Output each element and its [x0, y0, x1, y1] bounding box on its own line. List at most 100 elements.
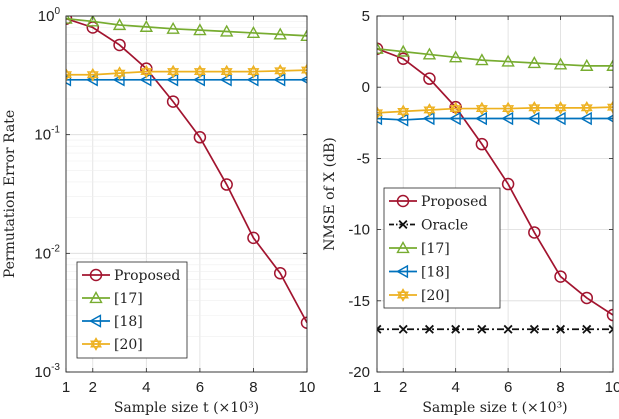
- data-point-marker: [273, 27, 287, 40]
- series-line-18: [377, 117, 613, 121]
- series-line-proposed: [377, 47, 613, 316]
- data-point-marker: [423, 72, 436, 85]
- data-point-marker: [140, 64, 153, 79]
- y-tick-label: 10-2: [34, 243, 60, 262]
- legend-label: Proposed: [114, 268, 180, 284]
- series-line-proposed: [66, 17, 307, 324]
- series-line-17: [66, 17, 307, 37]
- data-point-marker: [474, 111, 487, 126]
- series-line-20: [66, 69, 307, 76]
- data-point-marker: [553, 57, 568, 70]
- legend-marker: [396, 194, 410, 208]
- left-chart-panel: 1 2 4 6 8 10 100 10-1 10-2 10-3 Sample size t (×10…: [2, 6, 315, 416]
- data-point-marker: [396, 44, 410, 57]
- y-tick-label: -10: [348, 222, 370, 239]
- x-tick-label: 4: [142, 379, 150, 396]
- y-tick-label: 10-3: [34, 362, 60, 381]
- y-tick-label: 10-1: [34, 125, 60, 144]
- legend-marker: [89, 268, 103, 282]
- data-point-marker: [553, 111, 566, 126]
- data-point-marker: [556, 324, 566, 334]
- legend-label: [18]: [114, 314, 143, 330]
- data-point-marker: [398, 324, 408, 334]
- legend-marker: [396, 264, 409, 279]
- x-tick-label: 8: [556, 379, 564, 396]
- data-point-marker: [606, 308, 613, 322]
- data-point-marker: [139, 19, 154, 32]
- x-tick-label: 8: [249, 379, 257, 396]
- data-point-marker: [502, 101, 515, 116]
- legend-label: [17]: [114, 291, 143, 307]
- legend: Proposed Oracle [17] [18] [20]: [383, 187, 501, 309]
- data-point-marker: [66, 73, 72, 87]
- data-point-marker: [501, 177, 515, 191]
- data-point-marker: [166, 21, 180, 34]
- y-tick-label: 0: [362, 79, 370, 96]
- data-point-marker: [397, 104, 410, 119]
- y-tick-label: 100: [38, 6, 61, 25]
- data-point-marker: [300, 28, 307, 41]
- x-tick-label: 6: [504, 379, 512, 396]
- data-point-marker: [193, 23, 207, 36]
- data-point-marker: [112, 18, 127, 31]
- data-point-marker: [377, 324, 382, 334]
- y-tick-label: -5: [357, 150, 370, 167]
- data-point-marker: [554, 270, 567, 283]
- series-line-17: [377, 47, 613, 67]
- data-point-marker: [580, 58, 594, 71]
- x-tick-label: 2: [399, 379, 407, 396]
- legend-marker: [398, 220, 408, 229]
- data-point-marker: [449, 101, 462, 116]
- x-tick-label: 1: [62, 379, 70, 396]
- data-point-marker: [220, 178, 233, 191]
- data-point-marker: [475, 53, 489, 66]
- y-axis-label: NMSE of X (dB): [322, 137, 338, 251]
- data-point-marker: [246, 25, 261, 39]
- y-axis-label: Permutation Error Rate: [2, 110, 18, 278]
- data-point-marker: [377, 41, 384, 54]
- data-point-marker: [528, 100, 541, 115]
- data-point-marker: [475, 137, 489, 151]
- data-point-marker: [113, 38, 126, 52]
- data-point-marker: [503, 324, 513, 334]
- data-point-marker: [451, 324, 461, 334]
- x-tick-label: 1: [373, 379, 381, 396]
- data-point-marker: [501, 54, 515, 67]
- legend-marker: [89, 314, 102, 328]
- data-point-marker: [301, 63, 307, 78]
- data-point-marker: [554, 100, 567, 115]
- right-chart-panel: 1 2 4 6 8 10 5 0 -5 -10 -15 -20 Sample size t (×10³)…: [322, 8, 619, 416]
- legend-marker: [396, 241, 410, 254]
- data-point-marker: [529, 324, 539, 334]
- axes-frame: [376, 15, 614, 373]
- x-axis-label: Sample size t (×10³): [114, 400, 259, 416]
- data-point-marker: [193, 64, 206, 79]
- legend-box: [76, 261, 188, 359]
- x-tick-label: 10: [299, 379, 316, 396]
- data-point-marker: [422, 47, 437, 60]
- data-point-marker: [66, 67, 72, 82]
- data-point-marker: [300, 75, 307, 84]
- data-point-marker: [377, 105, 383, 120]
- data-point-marker: [608, 324, 613, 334]
- legend-marker: [90, 337, 102, 351]
- y-tick-label: 5: [362, 8, 370, 25]
- data-point-marker: [377, 111, 383, 126]
- data-point-marker: [220, 64, 233, 79]
- legend-label: [17]: [421, 241, 450, 257]
- series-layer: [66, 16, 307, 330]
- legend-label: Oracle: [421, 218, 468, 234]
- legend-label: [18]: [421, 265, 450, 281]
- data-point-marker: [86, 67, 99, 82]
- data-point-marker: [219, 24, 234, 37]
- axes-frame: [65, 15, 308, 373]
- data-point-marker: [449, 100, 462, 114]
- data-point-marker: [477, 324, 487, 334]
- data-point-marker: [501, 111, 514, 126]
- data-point-marker: [167, 64, 180, 79]
- data-point-marker: [448, 111, 461, 126]
- data-point-marker: [273, 266, 287, 280]
- data-point-marker: [273, 73, 286, 87]
- data-point-marker: [113, 66, 126, 81]
